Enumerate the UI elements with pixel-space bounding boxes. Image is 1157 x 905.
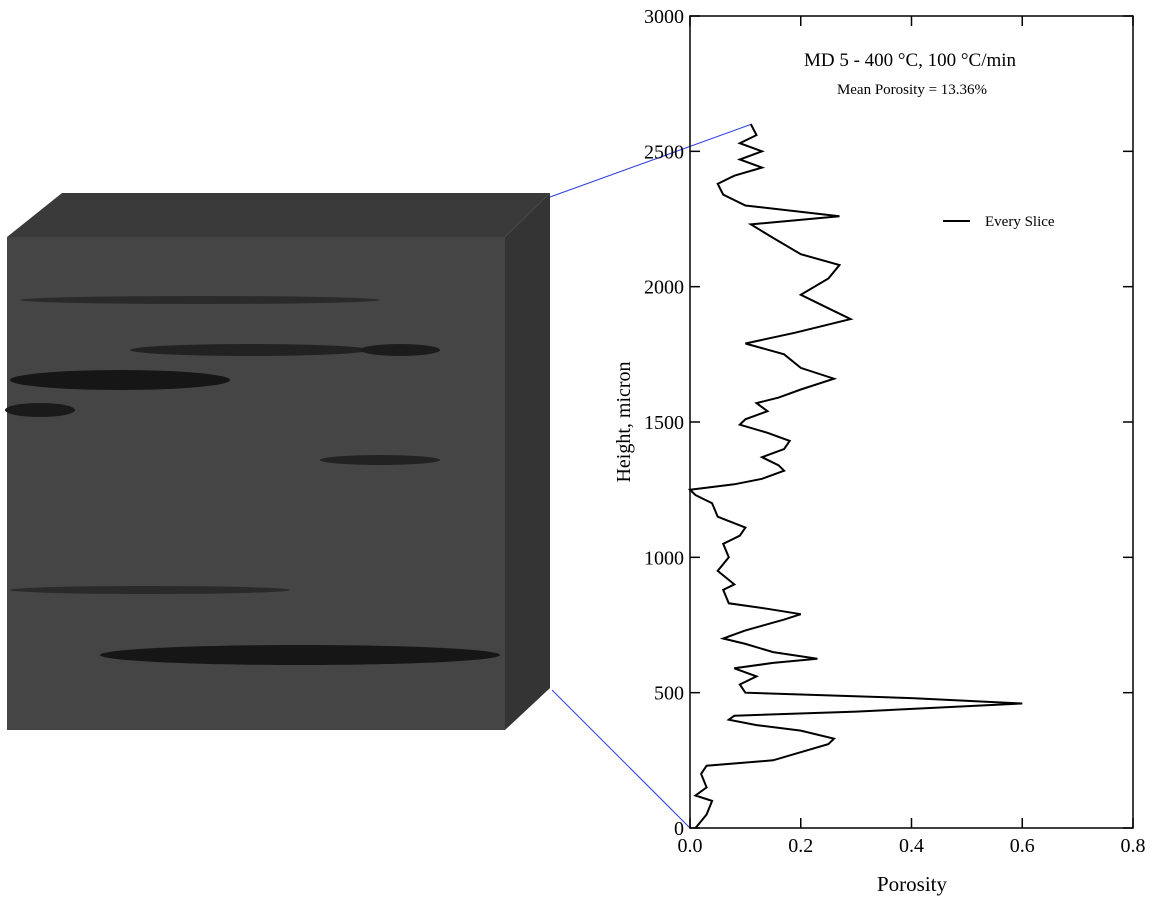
pore-streak	[130, 344, 370, 356]
connector-line	[551, 689, 691, 829]
y-axis-label: Height, micron	[613, 361, 635, 482]
data-line	[687, 123, 1023, 829]
y-tick-label: 3000	[644, 6, 684, 28]
y-tick-label: 2000	[644, 277, 684, 299]
y-tick-label: 2500	[644, 141, 684, 163]
x-tick-label: 0.6	[1010, 835, 1035, 857]
x-tick-label: 0.2	[788, 835, 813, 857]
chart-title: MD 5 - 400 °C, 100 °C/min	[804, 50, 1017, 71]
x-tick-label: 0.8	[1121, 835, 1146, 857]
x-tick-label: 0.4	[899, 835, 924, 857]
legend-label: Every Slice	[985, 214, 1055, 230]
y-tick-label: 0	[674, 818, 684, 840]
rock-cube	[5, 193, 550, 730]
pore-streak	[5, 403, 75, 417]
pore-streak	[10, 370, 230, 390]
cube-side	[505, 193, 550, 730]
y-tick-label: 1500	[644, 412, 684, 434]
pore-streak	[20, 296, 380, 304]
pore-streak	[100, 645, 500, 665]
pore-streak	[320, 455, 440, 465]
y-tick-label: 1000	[644, 547, 684, 569]
pore-streak	[10, 586, 290, 594]
plot-frame	[689, 15, 1134, 829]
x-axis-label: Porosity	[877, 872, 948, 896]
connector-line	[549, 123, 753, 198]
y-tick-label: 500	[654, 683, 684, 705]
chart-subtitle: Mean Porosity = 13.36%	[837, 82, 987, 98]
pore-streak	[360, 344, 440, 356]
x-tick-label: 0.0	[678, 835, 703, 857]
cube-top	[7, 193, 550, 237]
